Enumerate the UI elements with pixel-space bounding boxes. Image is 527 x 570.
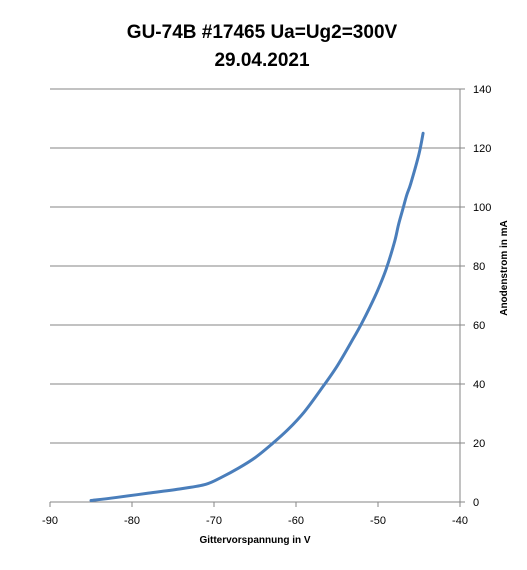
y-tick-label: 80 (473, 261, 485, 273)
y-tick-label: 20 (473, 438, 485, 450)
y-tick-label: 60 (473, 320, 485, 332)
y-tick-label: 40 (473, 379, 485, 391)
y-tick-label: 120 (473, 143, 491, 155)
data-point (180, 487, 183, 490)
x-tick-label: -90 (42, 515, 58, 527)
data-point (418, 152, 421, 155)
chart-subtitle: 29.04.2021 (214, 50, 310, 71)
x-tick-label: -80 (124, 515, 140, 527)
data-point (319, 388, 322, 391)
series-layer (89, 131, 425, 503)
data-point (286, 428, 289, 431)
x-tick-label: -50 (370, 515, 386, 527)
data-point (401, 208, 404, 211)
data-point (397, 223, 400, 226)
data-point (303, 411, 306, 414)
data-point (377, 288, 380, 291)
data-point (204, 483, 207, 486)
data-point (409, 182, 412, 185)
axes (49, 88, 465, 507)
data-point (393, 241, 396, 244)
x-axis-label: Gittervorspannung in V (199, 535, 310, 546)
data-point (114, 496, 117, 499)
data-point (405, 194, 408, 197)
data-point (270, 443, 273, 446)
data-point (352, 337, 355, 340)
series-line (89, 131, 425, 503)
x-tick-label: -70 (206, 515, 222, 527)
x-tick-label: -40 (452, 515, 468, 527)
x-tick-label: -60 (288, 515, 304, 527)
data-point (221, 475, 224, 478)
data-point (422, 132, 425, 135)
y-tick-label: 0 (473, 497, 479, 509)
y-tick-label: 140 (473, 84, 491, 96)
data-point (360, 322, 363, 325)
y-tick-labels: 0 20 40 60 80 100 120 140 (473, 84, 491, 509)
data-point (90, 499, 93, 502)
data-point (385, 267, 388, 270)
x-tick-labels: -90 -80 -70 -60 -50 -40 (42, 515, 468, 527)
y-axis-label: Anodenstrom in mA (499, 220, 510, 316)
data-point (336, 365, 339, 368)
data-point (147, 492, 150, 495)
chart-title: GU-74B #17465 Ua=Ug2=300V (127, 22, 398, 43)
gridlines (50, 88, 460, 444)
data-point (237, 467, 240, 470)
data-point (254, 456, 257, 459)
data-point (368, 306, 371, 309)
y-tick-label: 100 (473, 202, 491, 214)
